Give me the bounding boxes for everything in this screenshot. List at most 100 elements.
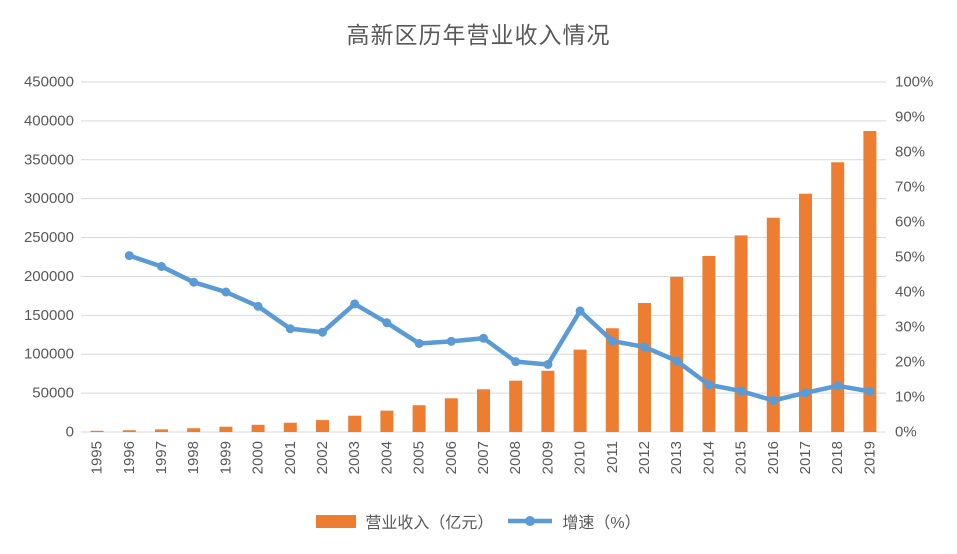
revenue-bar xyxy=(187,428,201,432)
growth-marker xyxy=(543,359,553,369)
line-marker-icon xyxy=(508,516,553,526)
growth-marker xyxy=(189,277,199,287)
legend-label-revenue: 营业收入（亿元） xyxy=(365,515,494,532)
growth-marker xyxy=(285,324,295,334)
growth-marker xyxy=(640,342,649,352)
x-axis-year-label: 2016 xyxy=(765,441,782,474)
revenue-bar xyxy=(734,235,748,432)
x-axis-year-label: 2000 xyxy=(250,441,267,474)
legend-label-growth: 增速（%） xyxy=(562,515,641,532)
revenue-bar xyxy=(122,430,136,432)
revenue-bar xyxy=(541,370,555,432)
revenue-bar xyxy=(477,389,490,432)
x-axis-year-label: 2003 xyxy=(346,441,363,474)
x-axis-year-label: 1995 xyxy=(89,441,106,474)
y-axis-left-tick-label: 350000 xyxy=(24,151,74,168)
growth-marker xyxy=(801,388,810,398)
growth-marker xyxy=(479,333,488,343)
growth-marker xyxy=(511,357,521,367)
revenue-bar xyxy=(90,430,104,432)
y-axis-right-tick-label: 0% xyxy=(895,424,917,441)
revenue-bar xyxy=(670,276,684,432)
y-axis-left-tick-label: 250000 xyxy=(24,229,74,246)
x-axis-year-label: 2004 xyxy=(378,441,395,474)
growth-marker xyxy=(318,327,327,337)
revenue-bar xyxy=(155,429,168,432)
x-axis-year-label: 2002 xyxy=(314,441,331,474)
revenue-bar xyxy=(573,349,587,432)
chart-title: 高新区历年营业收入情况 xyxy=(346,23,611,49)
revenue-bar xyxy=(509,380,523,432)
bar-swatch-icon xyxy=(316,514,357,528)
growth-marker xyxy=(865,386,875,396)
y-axis-right-tick-label: 10% xyxy=(895,389,925,406)
y-axis-left-tick-label: 50000 xyxy=(32,385,74,402)
y-axis-right-tick-label: 80% xyxy=(895,144,925,161)
revenue-bar xyxy=(283,422,297,432)
x-axis-year-label: 1999 xyxy=(217,441,234,474)
x-axis-year-label: 2005 xyxy=(411,441,428,474)
growth-marker xyxy=(157,261,166,271)
legend-item-growth: 增速（%） xyxy=(507,509,641,533)
revenue-bar xyxy=(638,303,651,432)
revenue-bar xyxy=(380,410,394,432)
revenue-bar xyxy=(444,398,458,432)
growth-marker xyxy=(350,299,360,309)
x-axis-year-label: 2015 xyxy=(733,441,750,474)
growth-marker xyxy=(221,287,231,297)
y-axis-right-tick-label: 50% xyxy=(895,249,925,266)
y-axis-right-tick-label: 60% xyxy=(895,214,925,231)
x-axis-year-label: 2007 xyxy=(475,441,492,474)
chart-legend: 营业收入（亿元） 增速（%） xyxy=(0,506,957,536)
x-axis-year-label: 2018 xyxy=(829,441,846,474)
growth-marker xyxy=(575,306,585,316)
x-axis-year-label: 1996 xyxy=(121,441,138,474)
y-axis-right-tick-label: 30% xyxy=(895,319,925,336)
y-axis-left-tick-label: 150000 xyxy=(24,307,74,324)
y-axis-left-tick-label: 100000 xyxy=(24,346,74,363)
growth-marker xyxy=(382,318,392,328)
growth-marker xyxy=(736,386,746,396)
x-axis-year-label: 2008 xyxy=(507,441,524,474)
growth-marker xyxy=(124,251,134,261)
revenue-bar xyxy=(348,415,362,432)
y-axis-left-tick-label: 400000 xyxy=(24,112,74,129)
x-axis-year-label: 1998 xyxy=(185,441,202,474)
x-axis-year-label: 2019 xyxy=(861,441,878,474)
x-axis-year-label: 2011 xyxy=(604,441,621,473)
revenue-bar xyxy=(219,426,233,432)
revenue-bar xyxy=(316,420,329,432)
growth-marker xyxy=(672,356,682,366)
growth-marker xyxy=(704,380,714,390)
y-axis-right-tick-label: 90% xyxy=(895,109,925,126)
growth-marker xyxy=(414,338,424,348)
growth-marker xyxy=(446,336,456,346)
y-axis-left-tick-label: 300000 xyxy=(24,190,74,207)
x-axis-year-label: 2010 xyxy=(572,441,589,474)
revenue-bar xyxy=(412,405,426,432)
y-axis-left-tick-label: 450000 xyxy=(24,74,74,91)
y-axis-right-tick-label: 100% xyxy=(895,74,933,91)
y-axis-right-tick-label: 70% xyxy=(895,179,925,196)
revenue-bar xyxy=(863,131,877,432)
x-axis-year-label: 2012 xyxy=(636,441,653,474)
y-axis-left-tick-label: 200000 xyxy=(24,268,74,285)
revenue-bar xyxy=(251,424,265,432)
x-axis-year-label: 2014 xyxy=(700,441,717,474)
growth-marker xyxy=(833,381,843,391)
revenue-bar xyxy=(605,328,619,432)
x-axis-year-label: 2006 xyxy=(443,441,460,474)
x-axis-year-label: 2009 xyxy=(539,441,556,474)
x-axis-year-label: 2013 xyxy=(668,441,685,474)
revenue-bar xyxy=(766,217,780,432)
revenue-bar xyxy=(799,193,812,432)
growth-marker xyxy=(253,301,263,311)
revenue-bar xyxy=(702,255,716,432)
growth-marker xyxy=(607,336,617,346)
x-axis-year-label: 2001 xyxy=(282,441,299,474)
y-axis-left-tick-label: 0 xyxy=(66,424,74,441)
legend-item-revenue: 营业收入（亿元） xyxy=(316,509,493,533)
y-axis-right-tick-label: 20% xyxy=(895,354,925,371)
